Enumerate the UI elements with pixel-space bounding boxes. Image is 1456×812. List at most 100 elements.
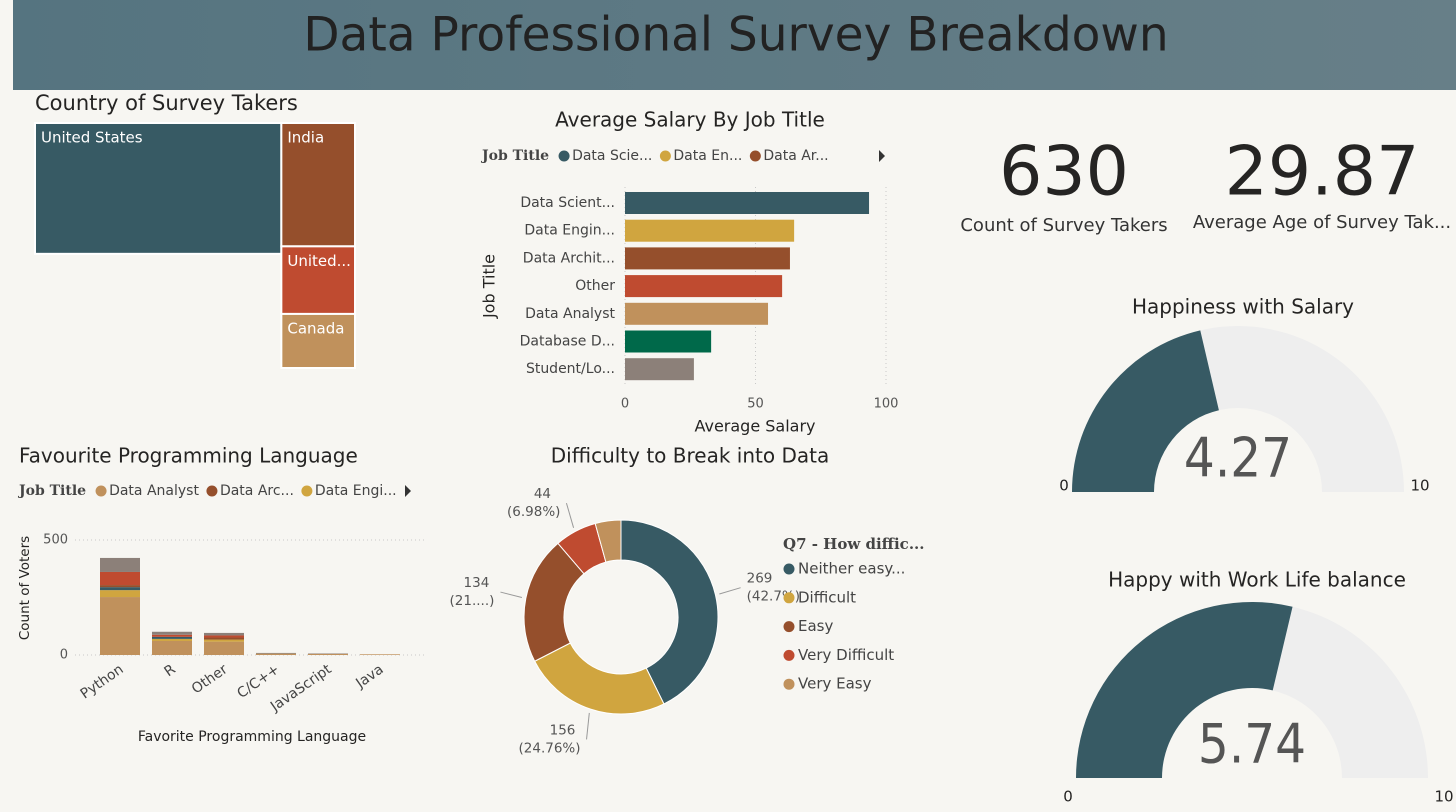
bar-segment bbox=[100, 557, 140, 572]
data-label: 156 bbox=[550, 722, 576, 738]
chart-title: Country of Survey Takers bbox=[35, 91, 298, 115]
bar bbox=[625, 247, 790, 270]
tile-label: Canada bbox=[287, 319, 344, 337]
legend-item: Easy bbox=[798, 617, 833, 635]
bar-segment bbox=[100, 571, 140, 586]
bar-segment bbox=[204, 641, 244, 655]
gauge-min: 0 bbox=[1063, 788, 1073, 806]
y-tick-label: 0 bbox=[60, 648, 68, 663]
bar bbox=[625, 192, 870, 214]
gauge-min: 0 bbox=[1059, 477, 1069, 495]
bar-segment bbox=[308, 653, 348, 655]
legend-swatch bbox=[206, 485, 218, 497]
gauge-max: 10 bbox=[1410, 477, 1429, 495]
percent-label: (24.76%) bbox=[519, 740, 581, 756]
legend-arrow[interactable] bbox=[879, 150, 885, 162]
x-tick-label: Other bbox=[189, 661, 231, 697]
legend-item: Very Difficult bbox=[798, 646, 894, 664]
legend-item: Data Scie... bbox=[572, 148, 652, 164]
x-tick-label: 0 bbox=[621, 397, 629, 412]
legend-swatch bbox=[301, 485, 313, 497]
bar-segment bbox=[152, 634, 192, 637]
tile-label: India bbox=[287, 129, 324, 147]
x-tick-label: R bbox=[161, 661, 178, 680]
y-tick-label: Data Scient... bbox=[520, 195, 615, 211]
bar-segment bbox=[204, 637, 244, 640]
legend-item: Very Easy bbox=[798, 675, 872, 693]
legend-swatch bbox=[783, 592, 795, 604]
legend-swatch bbox=[95, 485, 107, 497]
y-tick-label: Data Analyst bbox=[525, 306, 615, 322]
tile-label: United... bbox=[287, 252, 351, 270]
bar-segment bbox=[100, 585, 140, 588]
dashboard-title: Data Professional Survey Breakdown bbox=[303, 8, 1168, 63]
y-axis-label: Job Title bbox=[480, 254, 499, 319]
leader-line bbox=[719, 587, 741, 595]
legend-swatch bbox=[783, 649, 795, 661]
donut-slice bbox=[620, 519, 719, 705]
x-axis-label: Average Salary bbox=[694, 417, 815, 436]
treemap-tile bbox=[280, 122, 357, 248]
bar-segment bbox=[152, 638, 192, 641]
x-tick-label: 50 bbox=[747, 397, 764, 412]
bar-segment bbox=[360, 654, 400, 655]
bar-segment bbox=[204, 635, 244, 638]
gauge-value: 5.74 bbox=[1198, 713, 1306, 776]
gauge-max: 10 bbox=[1434, 788, 1453, 806]
percent-label: (21....) bbox=[450, 593, 495, 609]
legend-swatch bbox=[783, 621, 795, 633]
x-tick-label: Java bbox=[352, 661, 386, 692]
legend-swatch bbox=[783, 563, 795, 575]
legend-item: Neither easy... bbox=[798, 560, 905, 578]
y-axis-label: Count of Voters bbox=[17, 536, 33, 640]
header-band bbox=[13, 0, 1456, 90]
kpi-value: 29.87 bbox=[1225, 133, 1420, 212]
legend-item: Data Analyst bbox=[109, 483, 199, 499]
legend-title: Job Title bbox=[480, 148, 549, 164]
bar-segment bbox=[256, 653, 296, 655]
legend-title: Job Title bbox=[17, 483, 86, 499]
legend-swatch bbox=[783, 678, 795, 690]
treemap-tile bbox=[34, 122, 283, 255]
data-label: 269 bbox=[747, 571, 773, 587]
data-label: 134 bbox=[464, 575, 490, 591]
x-tick-label: Python bbox=[78, 661, 127, 702]
tile-label: United States bbox=[41, 129, 143, 147]
gauge-title: Happiness with Salary bbox=[1132, 295, 1354, 319]
bar-segment bbox=[204, 639, 244, 642]
legend-swatch bbox=[659, 150, 671, 162]
bar-segment bbox=[100, 590, 140, 598]
legend-title: Q7 - How diffic... bbox=[783, 535, 924, 553]
kpi-label: Average Age of Survey Tak... bbox=[1193, 212, 1451, 233]
bar-segment bbox=[204, 632, 244, 636]
y-tick-label: Data Archit... bbox=[523, 250, 615, 266]
bar bbox=[625, 358, 694, 381]
leader-line bbox=[500, 591, 523, 598]
y-tick-label: Other bbox=[575, 278, 615, 294]
y-tick-label: Data Engin... bbox=[524, 223, 615, 239]
percent-label: (6.98%) bbox=[507, 504, 560, 520]
bar-segment bbox=[256, 652, 296, 654]
bar-segment bbox=[152, 640, 192, 655]
chart-title: Average Salary By Job Title bbox=[555, 108, 825, 132]
bar bbox=[625, 219, 795, 242]
y-tick-label: 500 bbox=[43, 533, 68, 548]
legend-arrow[interactable] bbox=[405, 485, 411, 497]
y-tick-label: Student/Lo... bbox=[526, 361, 615, 377]
kpi-value: 630 bbox=[999, 133, 1129, 212]
gauge-value: 4.27 bbox=[1184, 427, 1292, 490]
treemap-tile bbox=[280, 245, 357, 315]
data-label: 44 bbox=[534, 486, 551, 502]
kpi-label: Count of Survey Takers bbox=[960, 215, 1167, 236]
legend-item: Data Engi... bbox=[315, 483, 397, 499]
bar-segment bbox=[152, 631, 192, 635]
bar-segment bbox=[152, 636, 192, 639]
legend-swatch bbox=[558, 150, 570, 162]
gauge-fill bbox=[1076, 602, 1293, 778]
leader-line bbox=[586, 712, 590, 740]
bar bbox=[625, 302, 769, 325]
legend-swatch bbox=[749, 150, 761, 162]
bar-segment bbox=[100, 597, 140, 655]
gauge-fill bbox=[1072, 330, 1219, 492]
